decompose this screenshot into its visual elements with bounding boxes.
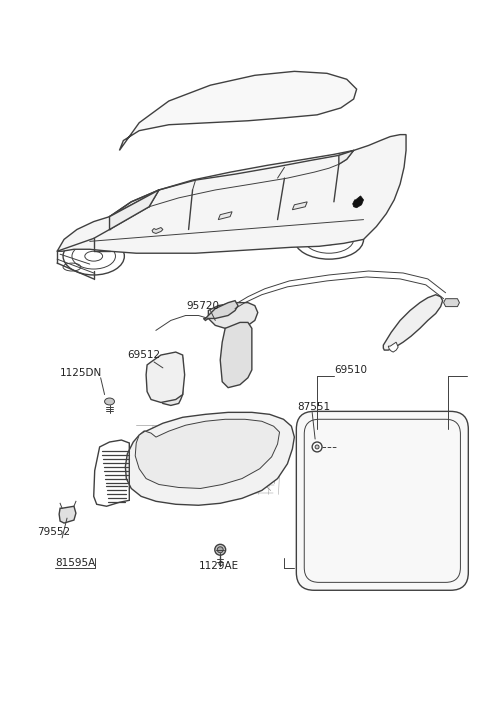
Polygon shape <box>218 212 232 220</box>
Polygon shape <box>125 413 294 506</box>
Ellipse shape <box>315 445 319 449</box>
Ellipse shape <box>153 379 159 385</box>
Polygon shape <box>384 295 443 350</box>
Polygon shape <box>292 202 307 209</box>
Ellipse shape <box>105 398 114 405</box>
Text: 69512: 69512 <box>127 350 160 360</box>
Polygon shape <box>109 190 159 230</box>
Ellipse shape <box>155 380 157 383</box>
Text: 1125DN: 1125DN <box>60 368 102 378</box>
Polygon shape <box>220 322 252 388</box>
Text: 69510: 69510 <box>334 365 367 375</box>
Text: 81595A: 81595A <box>55 558 96 568</box>
Polygon shape <box>204 301 238 320</box>
Polygon shape <box>388 342 398 352</box>
Polygon shape <box>444 299 459 307</box>
Text: 79552: 79552 <box>37 527 71 537</box>
Ellipse shape <box>167 392 175 399</box>
Polygon shape <box>158 354 183 405</box>
Polygon shape <box>208 302 258 328</box>
Ellipse shape <box>167 365 175 371</box>
Polygon shape <box>59 506 76 523</box>
Polygon shape <box>339 150 354 164</box>
Text: 95720: 95720 <box>187 300 220 310</box>
Text: 87551: 87551 <box>297 403 330 413</box>
Ellipse shape <box>217 547 223 553</box>
Polygon shape <box>120 72 357 150</box>
Polygon shape <box>146 352 185 403</box>
Ellipse shape <box>167 378 175 385</box>
Polygon shape <box>135 419 279 488</box>
FancyBboxPatch shape <box>296 411 468 591</box>
Ellipse shape <box>215 544 226 555</box>
Polygon shape <box>152 227 163 234</box>
Ellipse shape <box>312 442 322 452</box>
Polygon shape <box>57 134 406 253</box>
Text: 1129AE: 1129AE <box>199 561 239 571</box>
Polygon shape <box>353 196 363 208</box>
